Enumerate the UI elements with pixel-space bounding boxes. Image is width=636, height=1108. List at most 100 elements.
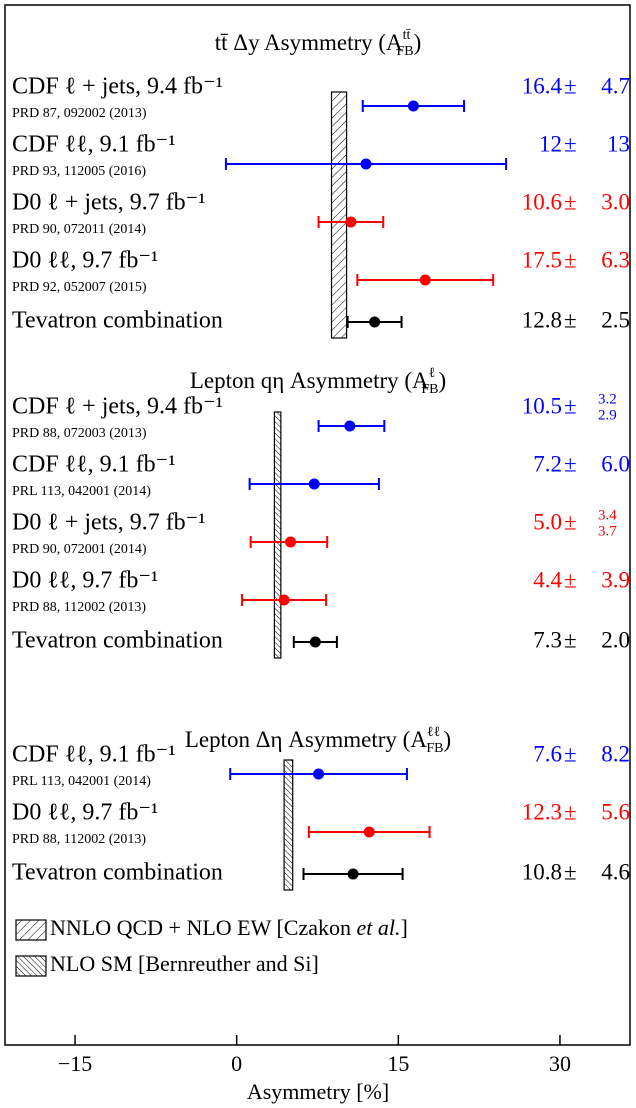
value-label: 7.6 [533, 741, 562, 766]
data-point [347, 868, 359, 880]
error-label: 4.6 [601, 859, 630, 884]
data-point [419, 274, 431, 286]
value-label: 12 [539, 131, 562, 156]
data-point [308, 478, 320, 490]
value-label: 10.8 [522, 859, 562, 884]
legend-label-part: NNLO QCD + NLO EW [Czakon [50, 915, 357, 940]
entry-label: CDF ℓ + jets, 9.4 fb⁻¹ [12, 394, 223, 420]
pm-sign: ± [564, 451, 577, 476]
prediction-band [273, 411, 282, 659]
legend-swatch [15, 919, 47, 941]
data-point [369, 316, 381, 328]
data-point [345, 216, 357, 228]
x-tick-label: 30 [549, 1051, 571, 1076]
error-minus-label: 2.9 [598, 407, 617, 423]
data-point [313, 768, 325, 780]
value-label: 4.4 [533, 567, 562, 592]
error-plus-label: 3.2 [598, 391, 617, 407]
entry-label: D0 ℓℓ, 9.7 fb⁻¹ [12, 568, 158, 594]
data-point [344, 420, 356, 432]
entry-reference: PRD 88, 112002 (2013) [12, 600, 146, 615]
entry-label: CDF ℓ + jets, 9.4 fb⁻¹ [12, 74, 223, 100]
entry-label: D0 ℓ + jets, 9.7 fb⁻¹ [12, 190, 206, 216]
entry-reference: PRD 88, 112002 (2013) [12, 832, 146, 847]
panel-title-part: ) [414, 30, 422, 55]
legend-label-part: ] [401, 915, 408, 940]
error-label: 5.6 [601, 799, 630, 824]
legend-label-part: NLO SM [Bernreuther and Si] [50, 951, 319, 976]
panel-title-part: Lepton qη Asymmetry (A [190, 368, 429, 393]
error-label: 2.5 [601, 307, 630, 332]
data-point [285, 536, 297, 548]
pm-sign: ± [564, 799, 577, 824]
pm-sign: ± [564, 741, 577, 766]
panel-title-part: FB [396, 44, 413, 59]
entry-reference: PRD 90, 072011 (2014) [12, 222, 146, 237]
panel-title-part: Lepton Δη Asymmetry (A [185, 727, 427, 752]
panel-title-part: ) [443, 727, 451, 752]
error-label: 8.2 [601, 741, 630, 766]
error-label: 2.0 [601, 627, 630, 652]
panel-title-part: ℓ [429, 366, 436, 381]
value-label: 12.8 [522, 307, 562, 332]
panel-title-part: ) [438, 368, 446, 393]
entry-reference: PRL 113, 042001 (2014) [12, 774, 151, 789]
panel-title-part: ℓℓ [427, 725, 441, 740]
pm-sign: ± [564, 627, 577, 652]
value-label: 7.2 [533, 451, 562, 476]
legend-label-part: et al. [357, 915, 401, 940]
pm-sign: ± [564, 73, 577, 98]
data-point [309, 636, 321, 648]
pm-sign: ± [564, 307, 577, 332]
entry-label: D0 ℓℓ, 9.7 fb⁻¹ [12, 800, 158, 826]
x-tick-label: 15 [387, 1051, 409, 1076]
entry-reference: PRD 93, 112005 (2016) [12, 164, 146, 179]
data-point [278, 594, 290, 606]
error-label: 13 [607, 131, 630, 156]
error-minus-label: 3.7 [598, 523, 617, 539]
data-point [360, 158, 372, 170]
value-label: 17.5 [522, 247, 562, 272]
entry-label: CDF ℓℓ, 9.1 fb⁻¹ [12, 132, 176, 158]
panel-title: Lepton qη Asymmetry (Aℓ FB) [190, 366, 446, 397]
panel-title-part: FB [421, 382, 438, 397]
pm-sign: ± [564, 131, 577, 156]
error-label: 3.0 [601, 189, 630, 214]
pm-sign: ± [564, 509, 577, 534]
entry-reference: PRD 90, 072001 (2014) [12, 542, 147, 557]
error-label: 6.0 [601, 451, 630, 476]
entry-label: D0 ℓℓ, 9.7 fb⁻¹ [12, 248, 158, 274]
value-label: 10.5 [522, 393, 562, 418]
error-label: 6.3 [601, 247, 630, 272]
pm-sign: ± [564, 567, 577, 592]
plot-frame [4, 4, 631, 1046]
panel-title-part: FB [426, 741, 443, 756]
legend-swatch [15, 955, 47, 977]
value-label: 12.3 [522, 799, 562, 824]
x-axis-label: Asymmetry [%] [247, 1079, 389, 1104]
entry-label: D0 ℓ + jets, 9.7 fb⁻¹ [12, 510, 206, 536]
pm-sign: ± [564, 189, 577, 214]
panel-title-part: tt̄ [403, 28, 412, 43]
entry-label: Tevatron combination [12, 628, 223, 654]
legend-label: NNLO QCD + NLO EW [Czakon et al.] [50, 915, 408, 940]
panel-title-part: tt̄ Δy Asymmetry (A [215, 30, 403, 55]
entry-label: Tevatron combination [12, 860, 223, 886]
value-label: 7.3 [533, 627, 562, 652]
error-plus-label: 3.4 [598, 507, 617, 523]
value-label: 5.0 [533, 509, 562, 534]
pm-sign: ± [564, 393, 577, 418]
data-point [407, 100, 419, 112]
panel-title: Lepton Δη Asymmetry (Aℓℓ FB) [185, 725, 451, 756]
entry-label: CDF ℓℓ, 9.1 fb⁻¹ [12, 452, 176, 478]
entry-label: Tevatron combination [12, 308, 223, 334]
x-tick-label: −15 [58, 1051, 92, 1076]
value-label: 10.6 [522, 189, 562, 214]
data-point [363, 826, 375, 838]
value-label: 16.4 [522, 73, 563, 98]
prediction-band [330, 91, 348, 339]
panel-title: tt̄ Δy Asymmetry (Att̄ FB) [215, 28, 422, 59]
prediction-band [283, 759, 294, 891]
entry-reference: PRD 87, 092002 (2013) [12, 106, 147, 121]
error-label: 3.9 [601, 567, 630, 592]
